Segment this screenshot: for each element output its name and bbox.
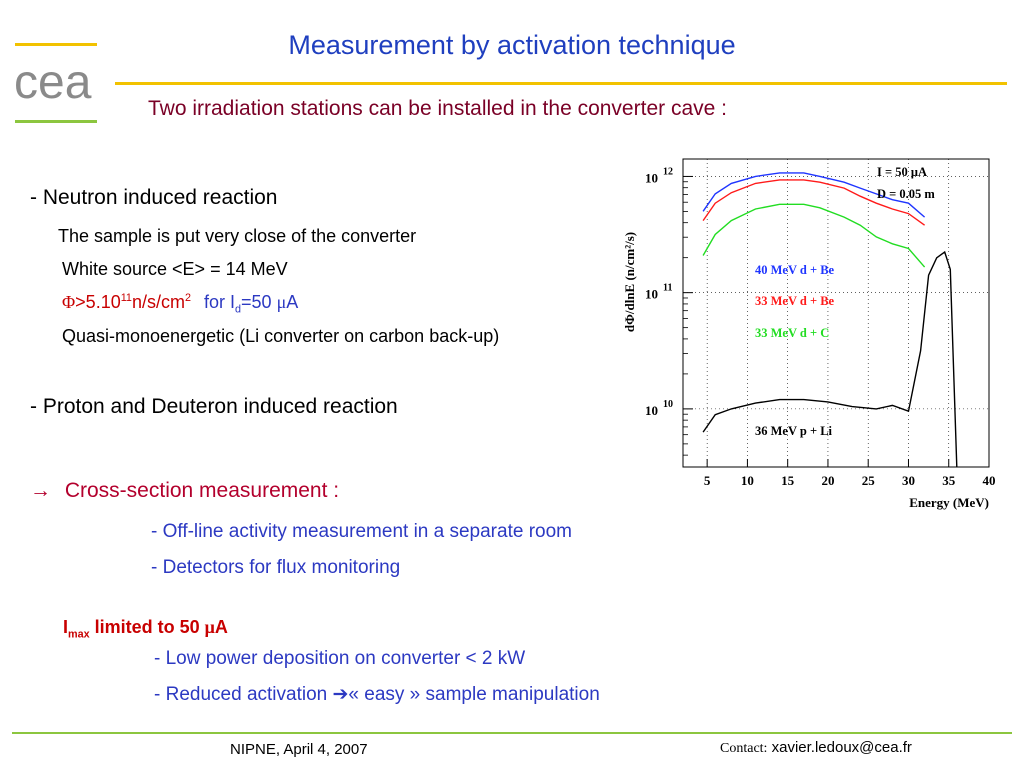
phi-symbol: Φ bbox=[62, 292, 76, 312]
imax-text: limited to 50 bbox=[89, 617, 205, 637]
footer-left: NIPNE, April 4, 2007 bbox=[230, 741, 368, 758]
series-line bbox=[702, 203, 926, 268]
imax-bullet-1: - Low power deposition on converter < 2 … bbox=[154, 648, 526, 669]
neutron-line-2: White source <E> = 14 MeV bbox=[62, 259, 288, 279]
x-tick-label: 15 bbox=[781, 473, 795, 488]
series-label: 33 MeV d + C bbox=[755, 326, 829, 340]
x-tick-label: 35 bbox=[942, 473, 956, 488]
imax-unit: A bbox=[214, 617, 228, 637]
x-tick-label: 5 bbox=[704, 473, 711, 488]
flux-unit: n/s/cm bbox=[131, 292, 185, 312]
flux-chart-svg: 51015202530354010121011101010940 MeV d +… bbox=[622, 158, 996, 534]
cross-bullet-1: - Off-line activity measurement in a sep… bbox=[151, 521, 572, 542]
flux-value: >5.10 bbox=[75, 292, 121, 312]
x-tick-label: 25 bbox=[862, 473, 876, 488]
contact-label: Contact: bbox=[720, 741, 768, 756]
mu-symbol: μ bbox=[276, 292, 287, 312]
y-tick-label-base: 10 bbox=[645, 403, 658, 418]
imax-i: I bbox=[63, 617, 69, 637]
x-tick-label: 40 bbox=[983, 473, 996, 488]
logo-top-line bbox=[15, 43, 97, 46]
series-label: 36 MeV p + Li bbox=[755, 424, 833, 438]
plot-frame bbox=[682, 158, 990, 468]
current-value: =50 bbox=[241, 292, 277, 312]
imax-sub: max bbox=[68, 628, 90, 641]
x-tick-label: 20 bbox=[821, 473, 834, 488]
y-tick-label-base: 10 bbox=[645, 287, 658, 302]
current-sub: d bbox=[235, 303, 242, 316]
series-line bbox=[702, 172, 926, 218]
logo-bottom-line bbox=[15, 120, 97, 123]
x-tick-label: 10 bbox=[741, 473, 754, 488]
arrow-right-icon: → bbox=[30, 479, 51, 502]
footer-contact: Contact: xavier.ledoux@cea.fr bbox=[720, 739, 912, 757]
x-axis-label: Energy (MeV) bbox=[909, 495, 989, 510]
y-tick-label-exp: 11 bbox=[663, 283, 672, 294]
flux-exp: 11 bbox=[120, 292, 132, 304]
imax-bullet-2-rest: « easy » sample manipulation bbox=[348, 684, 600, 705]
series-label: 40 MeV d + Be bbox=[755, 263, 835, 277]
neutron-line-1: The sample is put very close of the conv… bbox=[58, 226, 417, 246]
neutron-line-4: Quasi-monoenergetic (Li converter on car… bbox=[62, 326, 500, 346]
cross-bullet-2: - Detectors for flux monitoring bbox=[151, 557, 401, 578]
flux-unit-exp: 2 bbox=[184, 292, 191, 304]
cross-section-label: Cross-section measurement : bbox=[64, 479, 340, 502]
cross-section-heading: → Cross-section measurement : bbox=[30, 479, 339, 503]
footer-line bbox=[12, 732, 1012, 734]
proton-heading: - Proton and Deuteron induced reaction bbox=[30, 395, 398, 418]
imax-heading: Imax limited to 50 μA bbox=[63, 617, 228, 641]
series-line bbox=[702, 179, 926, 226]
flux-chart: 51015202530354010121011101010940 MeV d +… bbox=[612, 152, 1004, 534]
y-tick-label-base: 10 bbox=[645, 170, 658, 185]
cea-logo: cea bbox=[12, 56, 102, 109]
y-axis-label: dΦ/dlnE (n/cm²/s) bbox=[622, 232, 637, 332]
contact-email[interactable]: xavier.ledoux@cea.fr bbox=[771, 739, 912, 756]
current-unit: A bbox=[286, 292, 299, 312]
page-title: Measurement by activation technique bbox=[288, 30, 736, 60]
imax-bullet-2: - Reduced activation ➔« easy » sample ma… bbox=[154, 683, 600, 706]
imax-bullet-2-text: - Reduced activation bbox=[154, 684, 333, 705]
title-underline bbox=[115, 82, 1007, 85]
series-line bbox=[702, 250, 958, 468]
svg-text:cea: cea bbox=[14, 56, 92, 106]
y-tick-label-exp: 12 bbox=[663, 166, 673, 177]
y-tick-label-exp: 10 bbox=[663, 399, 673, 410]
neutron-heading: - Neutron induced reaction bbox=[30, 186, 278, 209]
neutron-flux-line: Φ>5.1011n/s/cm2 for Id=50 μA bbox=[62, 292, 298, 316]
series-label: 33 MeV d + Be bbox=[755, 294, 835, 308]
x-tick-label: 30 bbox=[902, 473, 915, 488]
info-box-text: D = 0.05 m bbox=[877, 187, 935, 201]
info-box-text: I = 50 μA bbox=[877, 165, 927, 179]
current-label: for I bbox=[203, 292, 235, 312]
imax-mu: μ bbox=[204, 617, 215, 637]
arrow-icon: ➔ bbox=[332, 683, 349, 705]
page-subtitle: Two irradiation stations can be installe… bbox=[148, 97, 727, 120]
